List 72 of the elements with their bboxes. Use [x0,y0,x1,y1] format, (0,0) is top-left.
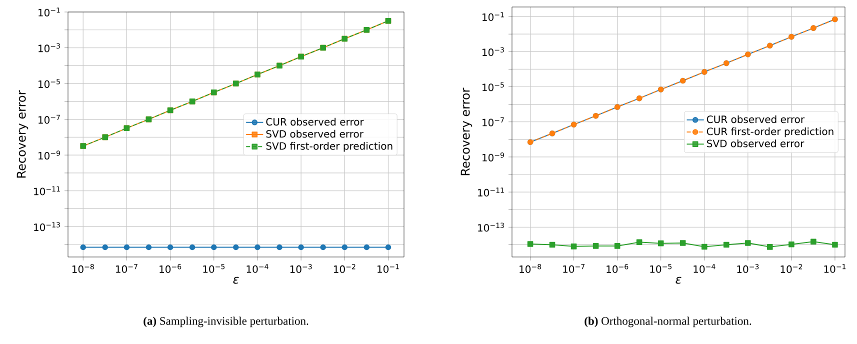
legend-label: SVD observed error [266,130,364,138]
legend-label: SVD observed error [707,140,804,148]
legend-label: CUR observed error [706,115,805,124]
point [592,243,599,249]
point [210,244,217,250]
x-tick-label: 10$^{−7}$ [116,264,138,273]
y-tick-label: 10$^{−11}$ [478,188,504,196]
x-tick-label: 10$^{−4}$ [694,264,716,273]
y-tick-label: 10$^{−5}$ [482,82,504,92]
x-axis-title: ε [676,276,682,284]
x-tick-label: 10$^{−8}$ [72,264,94,273]
point [167,244,174,250]
x-tick-label: 10$^{−2}$ [780,264,802,273]
point [124,244,130,250]
point [658,240,664,246]
x-tick-label: 10$^{−5}$ [203,264,225,273]
x-tick-label: 10$^{−6}$ [160,264,182,273]
point [102,244,108,250]
point [298,244,304,250]
x-tick-label: 10$^{−7}$ [563,264,584,273]
point [788,241,794,248]
point [680,240,686,246]
x-tick-label: 10$^{−2}$ [334,264,356,273]
x-tick-label: 10$^{−8}$ [520,264,542,273]
x-tick-label: 10$^{−3}$ [290,264,312,273]
x-tick-label: 10$^{−6}$ [606,264,628,273]
point [723,242,730,248]
point [385,244,392,250]
legend-label: CUR observed error [266,118,364,126]
text: (b) Orthogonal-normal perturbation. [584,316,752,328]
point [832,242,838,248]
point [233,244,239,250]
y-tick-label: 10$^{−9}$ [38,150,60,160]
x-tick-label: 10$^{−3}$ [737,264,759,273]
point [364,244,370,250]
point [701,244,708,250]
y-tick-label: 10$^{−3}$ [38,43,60,52]
y-tick-label: 10$^{−3}$ [482,47,504,56]
y-tick-label: 10$^{−11}$ [34,186,60,196]
point [320,244,326,250]
legend-label: SVD first-order prediction [266,142,392,152]
text: (a) Sampling-invisible perturbation. [144,316,308,328]
y-axis-title: Recovery error [460,88,472,176]
point [614,243,620,249]
y-tick-label: 10$^{−7}$ [482,117,504,126]
point [570,244,577,250]
x-tick-label: 10$^{−4}$ [246,264,268,273]
point [146,244,152,250]
y-tick-label: 10$^{−13}$ [34,222,60,232]
x-axis-title: ε [233,276,239,284]
point [810,238,816,245]
x-tick-label: 10$^{−1}$ [378,264,399,273]
y-tick-label: 10$^{−9}$ [482,152,504,162]
point [80,244,86,250]
legend-label: CUR first-order prediction [706,127,834,138]
point [276,244,282,250]
y-tick-label: 10$^{−1}$ [38,8,60,16]
point [745,240,751,246]
y-tick-label: 10$^{−13}$ [478,222,504,232]
y-tick-label: 10$^{−7}$ [38,114,60,124]
y-tick-label: 10$^{−5}$ [38,79,60,88]
point [189,244,196,250]
point [527,241,534,247]
x-tick-label: 10$^{−1}$ [824,264,846,273]
y-axis-title: Recovery error [16,90,28,178]
x-tick-label: 10$^{−5}$ [650,264,672,273]
y-tick-label: 10$^{−1}$ [482,12,504,21]
point [342,244,348,250]
point [636,239,642,246]
point [549,242,556,248]
point [254,244,260,250]
point [767,244,773,250]
